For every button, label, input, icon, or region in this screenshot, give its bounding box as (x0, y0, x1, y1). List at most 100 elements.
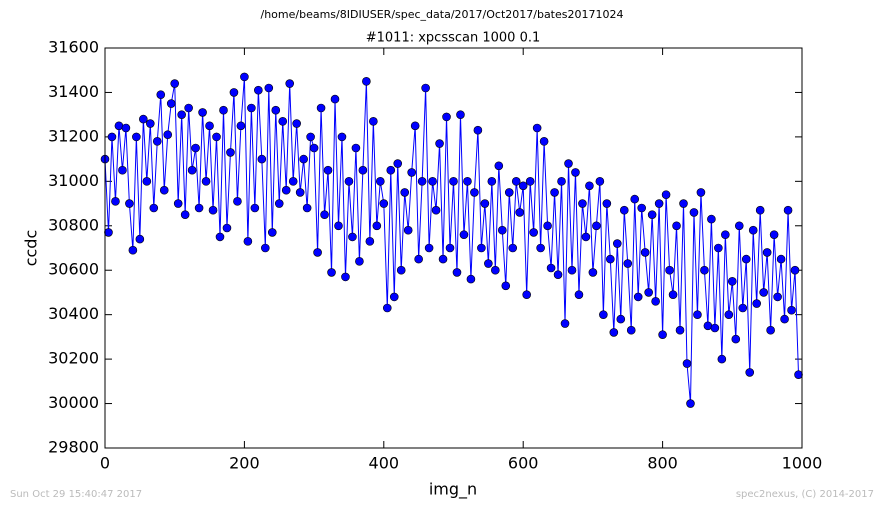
chart-title: #1011: xpcsscan 1000 0.1 (366, 31, 541, 46)
data-point (539, 137, 549, 146)
data-point (184, 103, 193, 113)
data-point (578, 199, 587, 208)
data-point (236, 121, 246, 131)
data-point (644, 288, 653, 297)
data-point (707, 214, 716, 224)
data-point (330, 94, 340, 104)
data-point (173, 199, 183, 208)
data-point (661, 190, 671, 199)
data-point (386, 165, 396, 175)
data-point (389, 292, 399, 302)
data-point (623, 259, 633, 268)
data-point (170, 79, 179, 88)
y-tick-label: 31200 (48, 126, 99, 145)
data-point (121, 123, 131, 133)
data-point (424, 243, 434, 253)
x-tick-label: 400 (369, 454, 400, 473)
x-tick-label: 1000 (782, 454, 823, 473)
data-point (264, 83, 274, 93)
x-axis-label: img_n (429, 480, 477, 500)
data-point (675, 325, 685, 335)
data-point (731, 334, 741, 344)
data-point (139, 114, 148, 124)
data-point (369, 117, 378, 126)
data-point (783, 205, 793, 215)
data-point (477, 243, 486, 253)
data-point (250, 203, 260, 213)
data-point (219, 105, 228, 115)
data-point (748, 225, 758, 235)
data-point (208, 205, 218, 215)
data-point (226, 148, 235, 157)
data-point (727, 277, 737, 286)
data-point (351, 143, 361, 153)
data-point (320, 210, 329, 219)
data-point (278, 117, 288, 126)
data-point (560, 319, 570, 328)
data-point (480, 199, 490, 208)
data-point (592, 221, 601, 231)
data-point (205, 121, 214, 131)
data-point (156, 90, 166, 99)
data-point (588, 268, 598, 277)
x-tick-label: 600 (508, 454, 539, 473)
data-point (414, 254, 423, 264)
data-point (323, 165, 333, 175)
data-point (564, 159, 573, 168)
data-point (491, 265, 500, 275)
data-point (327, 268, 336, 277)
data-point (734, 221, 744, 231)
data-point (637, 203, 646, 213)
data-point (574, 290, 584, 299)
data-point (149, 203, 159, 213)
data-point (243, 237, 253, 246)
data-point (382, 303, 392, 313)
data-point (163, 130, 173, 139)
data-point (518, 181, 528, 191)
data-point (766, 325, 775, 335)
data-point (626, 325, 636, 335)
data-point (271, 105, 281, 115)
data-point (379, 199, 389, 208)
suptitle: /home/beams/8IDIUSER/spec_data/2017/Oct2… (261, 8, 624, 21)
data-point (180, 210, 190, 219)
y-tick-label: 30400 (48, 304, 99, 323)
data-point (449, 177, 458, 186)
data-point (302, 203, 312, 213)
data-point (522, 290, 531, 299)
data-point (497, 225, 507, 235)
data-point (295, 188, 305, 197)
data-point (602, 199, 612, 208)
data-point (672, 221, 681, 231)
y-tick-label: 30000 (48, 393, 99, 412)
data-point (257, 154, 267, 164)
data-point (254, 85, 263, 95)
data-point (365, 237, 375, 246)
data-point (612, 239, 622, 248)
data-point (790, 265, 800, 275)
data-point (717, 354, 727, 364)
y-tick-label: 30600 (48, 260, 99, 279)
data-point (721, 230, 730, 239)
data-point (654, 199, 664, 208)
data-point (125, 199, 134, 208)
data-point (536, 243, 545, 253)
data-point (299, 154, 308, 164)
data-point (773, 292, 782, 302)
y-tick-label: 30200 (48, 349, 99, 368)
data-point (459, 230, 469, 239)
data-point (755, 205, 765, 215)
data-point (261, 243, 270, 253)
data-point (581, 232, 591, 242)
data-point (146, 119, 155, 128)
y-tick-label: 31600 (48, 38, 99, 57)
data-point (337, 132, 347, 142)
y-tick-label: 30800 (48, 215, 99, 234)
data-point (348, 232, 357, 242)
data-point (118, 165, 127, 175)
data-point (769, 230, 779, 239)
data-point (292, 119, 301, 128)
data-point (104, 228, 113, 237)
data-point (724, 310, 734, 319)
data-point (334, 221, 343, 231)
